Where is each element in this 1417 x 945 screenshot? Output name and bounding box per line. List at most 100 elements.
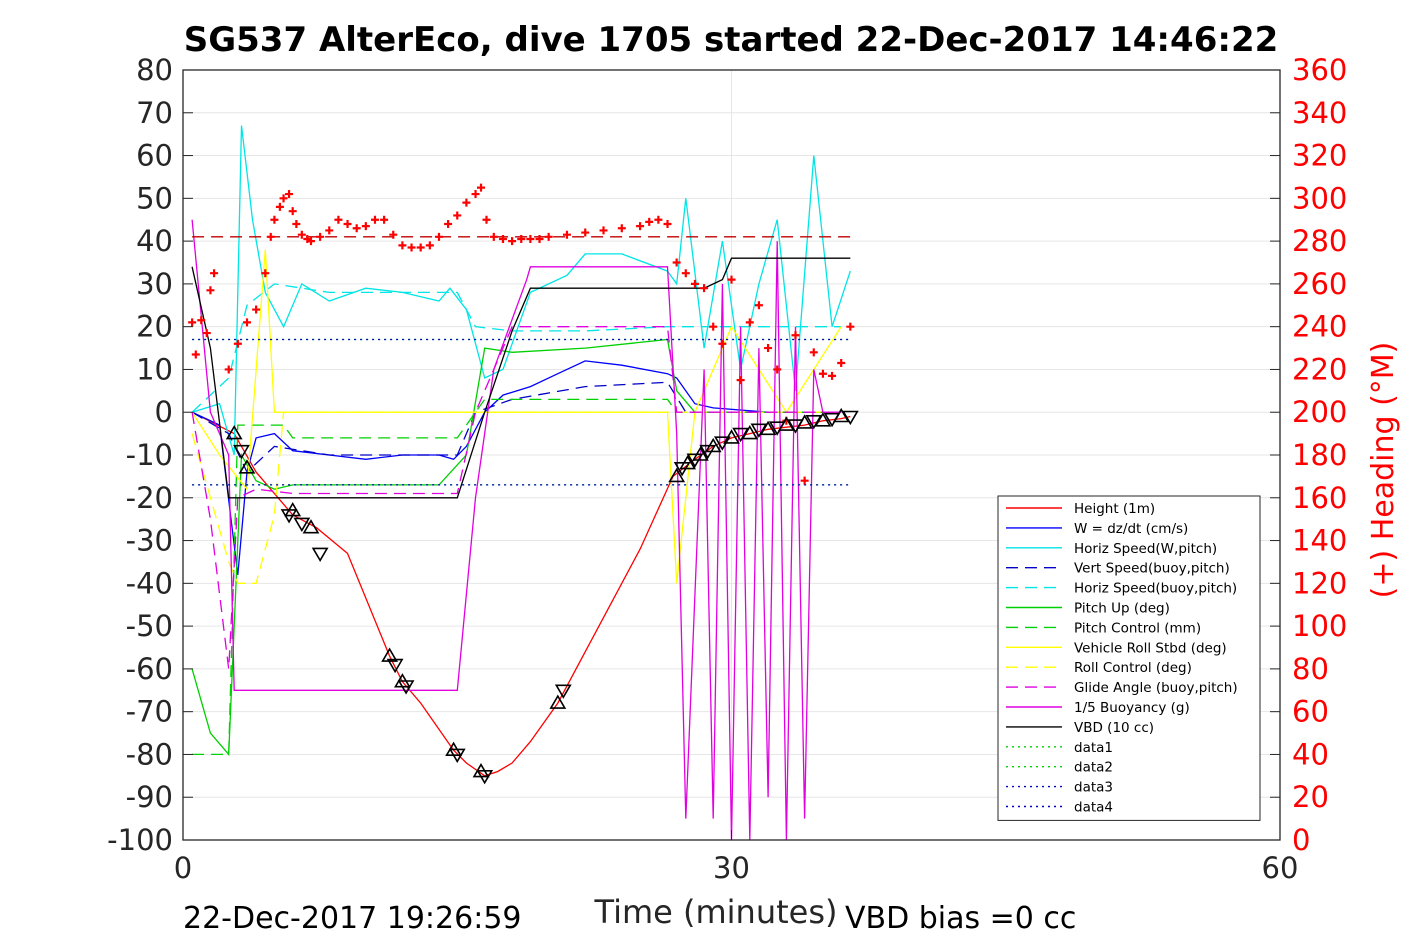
heading-point-5: [210, 269, 219, 278]
y-tick-label-11: -30: [126, 524, 173, 558]
y2-tick-label-8: 200: [1292, 395, 1347, 429]
event-marker-27: [732, 427, 750, 443]
y2-tick-label-15: 60: [1292, 695, 1329, 729]
event-marker-36: [814, 412, 832, 427]
event-marker-7: [311, 547, 329, 562]
heading-point-40: [482, 215, 491, 224]
heading-point-29: [389, 230, 398, 239]
y2-tick-label-3: 300: [1292, 181, 1347, 215]
y-tick-label-8: 0: [155, 395, 173, 429]
heading-point-13: [275, 202, 284, 211]
chart-title: SG537 AlterEco, dive 1705 started 22-Dec…: [184, 20, 1279, 60]
y-tick-label-2: 60: [136, 139, 173, 173]
series-line-9: [191, 326, 842, 669]
heading-point-43: [508, 237, 517, 246]
heading-point-73: [828, 371, 837, 380]
y-tick-label-6: 20: [136, 310, 173, 344]
legend-box: [997, 495, 1261, 821]
heading-point-15: [285, 190, 294, 199]
y2-tick-label-18: 0: [1292, 823, 1310, 857]
heading-point-36: [453, 211, 462, 220]
heading-point-62: [727, 275, 736, 284]
y-tick-label-13: -50: [126, 609, 173, 643]
heading-point-31: [407, 243, 416, 252]
heading-point-63: [736, 376, 745, 385]
heading-point-9: [252, 305, 261, 314]
heading-point-28: [380, 215, 389, 224]
event-marker-15: [476, 770, 494, 785]
heading-point-54: [654, 215, 663, 224]
y2-tick-label-13: 100: [1292, 609, 1347, 643]
y-tick-label-16: -80: [126, 737, 173, 771]
heading-point-59: [700, 284, 709, 293]
event-marker-11: [397, 680, 415, 695]
axes: 80706050403020100-10-20-30-40-50-60-70-8…: [107, 53, 1347, 885]
heading-point-44: [517, 234, 526, 243]
heading-point-72: [818, 369, 827, 378]
heading-point-11: [266, 232, 275, 241]
heading-point-51: [617, 224, 626, 233]
heading-point-2: [197, 316, 206, 325]
heading-point-18: [297, 230, 306, 239]
heading-point-53: [645, 217, 654, 226]
y-tick-label-17: -90: [126, 780, 173, 814]
y-tick-label-7: 10: [136, 352, 173, 386]
legend-label-6: Pitch Control (mm): [1074, 620, 1201, 636]
y2-tick-label-10: 160: [1292, 481, 1347, 515]
y2-tick-label-17: 20: [1292, 780, 1329, 814]
heading-point-48: [562, 230, 571, 239]
heading-point-47: [544, 232, 553, 241]
y2-tick-label-1: 340: [1292, 96, 1347, 130]
x-tick-label-0: 0: [174, 851, 192, 885]
event-marker-38: [832, 407, 850, 423]
event-marker-13: [448, 748, 466, 764]
event-marker-1: [233, 444, 250, 460]
heading-point-4: [206, 286, 215, 295]
event-marker-28: [741, 425, 759, 440]
heading-point-55: [663, 220, 672, 228]
series-line-8: [191, 411, 842, 584]
x-tick-label-2: 60: [1262, 851, 1299, 885]
heading-point-64: [745, 318, 754, 327]
heading-point-30: [398, 241, 407, 250]
event-marker-5: [293, 517, 311, 533]
heading-point-39: [477, 183, 486, 192]
heading-point-0: [188, 318, 197, 327]
event-marker-4: [284, 502, 302, 517]
heading-point-56: [672, 258, 681, 267]
event-marker-32: [777, 416, 795, 431]
y-tick-label-18: -100: [107, 823, 173, 857]
legend-label-3: Vert Speed(buoy,pitch): [1074, 561, 1230, 577]
event-marker-35: [805, 414, 823, 430]
y2-tick-label-14: 80: [1292, 652, 1329, 686]
legend-label-12: data1: [1074, 740, 1113, 756]
heading-point-16: [288, 207, 297, 216]
y-tick-label-4: 40: [136, 224, 173, 258]
heading-point-69: [791, 331, 800, 340]
event-marker-0: [225, 425, 243, 440]
legend-label-2: Horiz Speed(W,pitch): [1074, 541, 1217, 557]
event-marker-17: [554, 684, 572, 699]
event-marker-6: [302, 519, 320, 534]
heading-point-41: [489, 232, 498, 241]
y-tick-label-12: -40: [126, 566, 173, 600]
heading-point-10: [261, 269, 270, 278]
heading-point-26: [361, 222, 370, 231]
y2-tick-label-12: 120: [1292, 566, 1347, 600]
event-marker-26: [723, 429, 740, 444]
heading-point-12: [270, 215, 279, 224]
event-marker-20: [679, 454, 697, 470]
heading-point-24: [343, 220, 352, 228]
event-marker-2: [238, 459, 256, 474]
legend-label-10: 1/5 Buoyancy (g): [1074, 700, 1190, 716]
heading-point-35: [444, 220, 453, 228]
y2-tick-label-4: 280: [1292, 224, 1347, 258]
heading-point-7: [233, 339, 242, 348]
y-tick-label-14: -60: [126, 652, 173, 686]
legend-label-14: data3: [1074, 780, 1113, 796]
heading-point-17: [292, 220, 301, 228]
event-marker-24: [704, 437, 722, 453]
heading-point-52: [636, 222, 645, 231]
heading-point-34: [434, 232, 443, 241]
footer-vbd-bias: VBD bias =0 cc: [845, 901, 1076, 936]
